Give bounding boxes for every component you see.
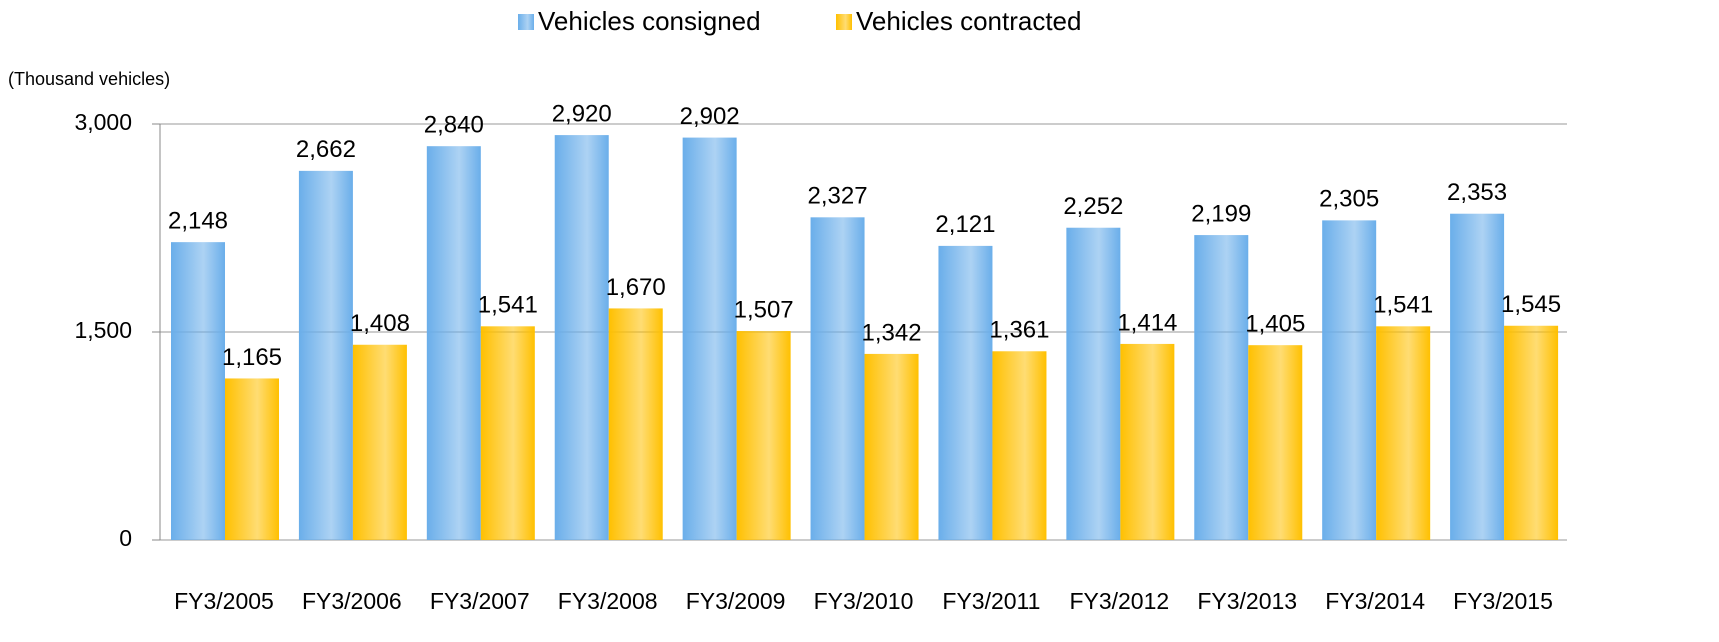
bar [682,137,737,540]
value-label: 2,305 [1319,186,1379,213]
x-tick-label: FY3/2008 [558,588,658,614]
bar [1120,343,1175,540]
value-label: 1,165 [222,344,282,371]
bar [1322,220,1377,540]
x-tick-label: FY3/2014 [1325,588,1425,614]
x-tick-label: FY3/2010 [814,588,914,614]
value-label: 2,148 [168,207,228,234]
value-label: 2,840 [424,112,484,139]
bar [736,331,791,540]
bar [938,245,993,540]
value-label: 1,545 [1501,291,1561,318]
value-label: 1,361 [989,317,1049,344]
x-tick-label: FY3/2015 [1453,588,1553,614]
value-label: 1,670 [606,274,666,301]
x-tick-label: FY3/2006 [302,588,402,614]
y-tick-label: 3,000 [74,109,132,135]
value-label: 1,405 [1245,311,1305,338]
value-label: 2,327 [808,183,868,210]
value-label: 1,507 [734,296,794,323]
x-tick-label: FY3/2012 [1069,588,1169,614]
bar [1376,326,1431,540]
bar [608,308,663,540]
y-tick-label: 1,500 [74,317,132,343]
value-label: 1,408 [350,310,410,337]
y-axis-label: (Thousand vehicles) [8,69,170,89]
bar [1194,235,1249,540]
x-tick-label: FY3/2009 [686,588,786,614]
value-label: 2,920 [552,100,612,127]
value-label: 2,121 [935,211,995,238]
bar [1504,325,1559,540]
bar [992,351,1047,540]
value-label: 2,662 [296,136,356,163]
bar [298,170,353,541]
value-label: 2,252 [1063,193,1123,220]
value-label: 2,902 [680,103,740,130]
value-label: 1,541 [1373,292,1433,319]
bar [554,135,609,541]
bar [480,326,535,540]
value-label: 1,342 [862,319,922,346]
value-label: 1,541 [478,292,538,319]
bar [171,242,225,541]
bar [1450,213,1505,540]
legend-swatch [836,14,852,30]
bar [1248,345,1303,540]
bar [1066,227,1121,541]
legend-swatch [518,14,534,30]
bar [810,217,865,540]
value-label: 2,353 [1447,179,1507,206]
bar [225,378,279,540]
legend-label: Vehicles consigned [538,6,761,36]
bar [352,344,407,540]
value-label: 1,414 [1117,309,1177,336]
x-tick-label: FY3/2007 [430,588,530,614]
x-tick-label: FY3/2011 [942,588,1040,614]
legend-label: Vehicles contracted [856,6,1081,36]
y-tick-label: 0 [119,525,132,551]
x-tick-label: FY3/2013 [1197,588,1297,614]
x-tick-label: FY3/2005 [174,588,274,614]
value-label: 2,199 [1191,200,1251,227]
bar [426,146,481,541]
bar [864,353,919,540]
